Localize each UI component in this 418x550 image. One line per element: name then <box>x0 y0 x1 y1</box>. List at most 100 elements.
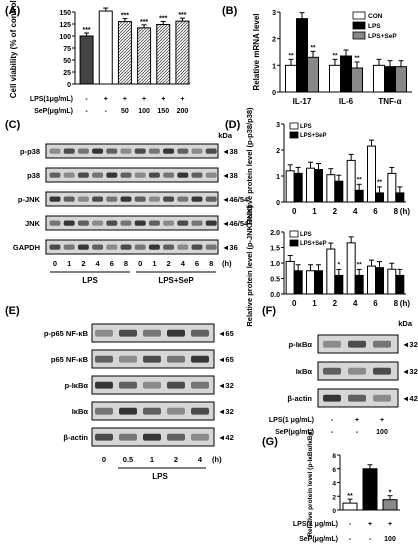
treatment-sign: 100 <box>138 108 150 115</box>
group-label: LPS <box>152 472 168 481</box>
blot-band <box>177 148 189 154</box>
treatment-sign: + <box>161 96 165 103</box>
treatment-sign: - <box>331 429 334 436</box>
y-tick-label: 0.5 <box>270 277 280 284</box>
bar <box>307 56 319 93</box>
blot-size: ◄32 <box>402 367 418 376</box>
blot-size: ◄65 <box>218 329 234 338</box>
bar <box>306 270 315 295</box>
blot-band <box>134 196 146 202</box>
blot-band <box>323 394 341 402</box>
x-category-label: 8 <box>394 207 399 216</box>
blot-band <box>177 244 189 250</box>
bar <box>98 10 113 85</box>
lane-label: 0 <box>138 259 142 268</box>
lane-label: 6 <box>195 259 199 268</box>
y-tick-label: 125 <box>59 22 71 29</box>
blot-band <box>49 220 61 226</box>
blot-band <box>95 433 113 441</box>
blot-band <box>191 172 203 178</box>
legend-swatch <box>289 131 299 139</box>
legend-swatch <box>289 239 299 247</box>
legend-swatch <box>289 122 299 130</box>
blot-band <box>163 172 175 178</box>
blot-band <box>163 196 175 202</box>
bar <box>296 18 308 93</box>
bar <box>285 64 297 93</box>
blot-label: β-actin <box>287 394 312 403</box>
blot-band <box>205 244 217 250</box>
blot-band <box>95 355 113 363</box>
y-tick-label: 2 <box>276 148 280 155</box>
legend-entry: LPS+SeP <box>300 241 327 247</box>
lane-label: 8 <box>209 259 213 268</box>
lane-label: 1 <box>152 259 156 268</box>
blot-band <box>92 244 104 250</box>
blot-size: ◄36 <box>222 243 238 252</box>
blot-label: p-IκBα <box>289 340 313 349</box>
blot-band <box>77 148 89 154</box>
x-category-label: 4 <box>353 207 358 216</box>
blot-size: ◄42 <box>218 433 234 442</box>
treatment-sign: 100 <box>384 536 396 543</box>
blot-band <box>119 329 137 337</box>
blot-band <box>167 329 185 337</box>
blot-band <box>95 407 113 415</box>
significance-mark: *** <box>121 13 129 20</box>
panel-label-g: (G) <box>262 436 278 448</box>
y-axis-label: Relative protein level (p-IκBα/IκBα) <box>307 429 314 536</box>
lane-label: 1 <box>150 455 154 464</box>
legend-entry: LPS <box>368 23 381 30</box>
treatment-label: LPS(1 μg/mL) <box>293 521 338 528</box>
blot-band <box>191 407 209 415</box>
significance-mark: ** <box>357 261 363 268</box>
blot-band <box>348 394 366 402</box>
blot-band <box>348 340 366 348</box>
bar <box>326 174 336 203</box>
treatment-sign: + <box>368 521 372 528</box>
treatment-sign: + <box>180 96 184 103</box>
blot-band <box>63 244 75 250</box>
y-tick-label: 100 <box>59 34 71 41</box>
bar <box>395 192 405 203</box>
treatment-label: SeP(μg/mL) <box>299 536 338 543</box>
x-category-label: IL-6 <box>339 97 354 106</box>
treatment-sign: + <box>142 96 146 103</box>
blot-band <box>348 367 366 375</box>
treatment-sign: 50 <box>121 108 129 115</box>
bar <box>367 145 376 203</box>
bar <box>314 270 323 295</box>
blot-label: GAPDH <box>13 243 40 252</box>
blot-band <box>148 148 160 154</box>
blot-band <box>191 329 209 337</box>
blot-band <box>106 172 118 178</box>
blot-band <box>134 220 146 226</box>
blot-label: β-actin <box>63 433 88 442</box>
blot-band <box>120 220 132 226</box>
blot-band <box>120 196 132 202</box>
bar <box>175 20 190 85</box>
blot-band <box>134 244 146 250</box>
treatment-sign: + <box>355 417 359 424</box>
blot-band <box>205 220 217 226</box>
blot-band <box>77 196 89 202</box>
blot-band <box>148 196 160 202</box>
blot-size: ◄32 <box>218 381 234 390</box>
blot-band <box>205 148 217 154</box>
y-tick-label: 1.5 <box>270 246 280 253</box>
blot-band <box>167 381 185 389</box>
blot-size: ◄32 <box>218 407 234 416</box>
bar <box>285 260 295 295</box>
treatment-label: SeP(μg/mL) <box>275 429 314 436</box>
lane-label: 0.5 <box>123 455 133 464</box>
bar <box>326 248 336 295</box>
y-axis-label: Cell viability (% of control) <box>9 0 18 98</box>
kda-label: kDa <box>398 319 413 328</box>
significance-mark: * <box>338 261 341 268</box>
bar <box>293 270 303 295</box>
blot-band <box>77 172 89 178</box>
blot-band <box>177 196 189 202</box>
blot-band <box>191 196 203 202</box>
y-tick-label: 6 <box>332 467 336 474</box>
